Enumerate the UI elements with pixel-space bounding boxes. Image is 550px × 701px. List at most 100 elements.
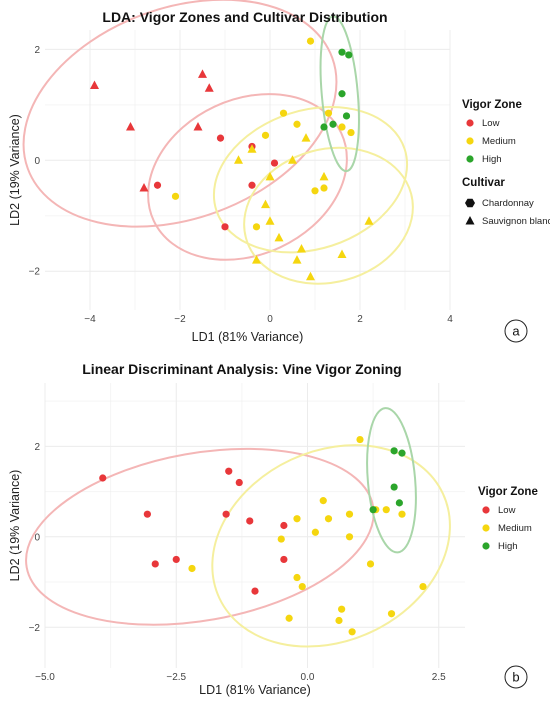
- y-axis-label: LD2 (19% Variance): [8, 470, 22, 582]
- panel-tag-label: a: [512, 324, 520, 339]
- y-tick-label: 2: [34, 45, 40, 56]
- data-point-high-circle: [329, 120, 337, 128]
- x-tick-label: 4: [447, 314, 453, 325]
- x-axis-label: LD1 (81% Variance): [192, 330, 304, 344]
- data-point-low-circle: [246, 517, 254, 525]
- data-point-medium-circle: [338, 123, 346, 131]
- data-point-medium-triangle: [265, 216, 275, 225]
- legend-label-cultivar: Chardonnay: [482, 198, 534, 209]
- legend-title: Cultivar: [462, 177, 505, 189]
- data-point-medium-circle: [311, 187, 319, 195]
- chart-title: Linear Discriminant Analysis: Vine Vigor…: [82, 361, 401, 377]
- data-point-medium-circle: [306, 37, 315, 45]
- data-point-medium-circle: [293, 573, 301, 582]
- data-point-medium-triangle: [337, 249, 347, 259]
- panel-tag-label: b: [512, 670, 519, 685]
- data-point-medium-triangle: [297, 244, 306, 253]
- data-point-medium-triangle: [265, 171, 275, 181]
- data-point-medium-circle: [345, 533, 354, 541]
- data-point-low-circle: [153, 181, 162, 189]
- data-point-high-circle: [390, 483, 398, 491]
- x-tick-label: 2.5: [432, 672, 446, 683]
- data-point-medium-circle: [348, 628, 356, 636]
- data-point-medium-circle: [252, 223, 261, 231]
- data-point-medium-circle: [324, 515, 333, 523]
- data-point-medium-circle: [293, 515, 301, 523]
- data-point-medium-circle: [277, 535, 285, 543]
- data-point-medium-triangle: [306, 271, 315, 281]
- y-tick-label: 0: [34, 156, 40, 167]
- data-point-medium-triangle: [301, 133, 311, 142]
- data-point-medium-triangle: [247, 144, 257, 153]
- data-point-high-circle: [338, 48, 346, 56]
- chart-title: LDA: Vigor Zones and Cultivar Distributi…: [102, 9, 387, 25]
- chart-panel-a: −4 −2 0 2 4 −2 0 2 LDA: Vigor Zones and Cultivar…: [8, 0, 550, 344]
- data-point-medium-circle: [387, 610, 396, 618]
- x-axis-label: LD1 (81% Variance): [199, 683, 311, 697]
- data-point-medium-circle: [382, 506, 390, 514]
- legend-swatch-high: [466, 155, 474, 163]
- data-point-low-circle: [280, 521, 288, 530]
- gridlines: [44, 383, 465, 668]
- x-tick-label: −2: [174, 314, 186, 325]
- legend-title: Vigor Zone: [462, 99, 522, 111]
- data-point-low-circle: [251, 587, 259, 595]
- legend-title: Vigor Zone: [478, 486, 538, 498]
- legend-shape-circle: [465, 198, 475, 208]
- data-point-medium-circle: [188, 564, 196, 573]
- data-point-medium-triangle: [274, 232, 284, 242]
- y-tick-label: −2: [29, 267, 41, 278]
- data-point-medium-circle: [171, 192, 180, 200]
- legend-swatch-medium: [482, 524, 490, 532]
- y-tick-label: −2: [29, 623, 41, 634]
- data-point-low-triangle: [90, 80, 99, 89]
- panel-tag-circle: [504, 319, 528, 343]
- data-point-low-circle: [216, 134, 225, 142]
- data-point-medium-circle: [319, 497, 327, 505]
- data-point-high-circle: [342, 112, 351, 120]
- confidence-ellipse-medium: [211, 444, 451, 648]
- data-point-low-circle: [235, 478, 243, 487]
- legend-swatch-high: [482, 542, 490, 550]
- y-tick-label: 2: [34, 442, 40, 453]
- data-point-low-circle: [172, 555, 180, 564]
- legend-label-low: Low: [482, 118, 500, 129]
- legend-label-medium: Medium: [482, 136, 516, 147]
- data-point-low-circle: [270, 159, 279, 167]
- data-point-medium-triangle: [234, 155, 243, 164]
- data-point-medium-circle: [366, 560, 375, 568]
- data-point-medium-circle: [320, 184, 328, 192]
- x-tick-label: −5.0: [35, 672, 55, 683]
- data-point-medium-circle: [398, 510, 406, 518]
- x-tick-label: 0: [267, 314, 273, 325]
- data-point-medium-circle: [285, 614, 293, 622]
- data-point-high-circle: [395, 499, 403, 507]
- data-point-medium-circle: [338, 605, 346, 613]
- legend-label-high: High: [498, 541, 518, 552]
- legend-label-cultivar: Sauvignon blanc: [482, 216, 550, 227]
- legend-label-medium: Medium: [498, 523, 532, 534]
- data-point-low-circle: [99, 474, 107, 482]
- data-point-medium-triangle: [292, 255, 302, 264]
- legend-swatch-medium: [466, 137, 474, 145]
- data-point-medium-triangle: [288, 155, 297, 164]
- legend-swatch-low: [482, 506, 490, 514]
- data-point-low-circle: [225, 467, 233, 475]
- confidence-ellipse-high: [319, 15, 360, 173]
- legend-label-low: Low: [498, 505, 516, 516]
- data-point-low-triangle: [193, 122, 203, 131]
- data-point-low-triangle: [204, 83, 214, 92]
- data-point-low-circle: [143, 510, 151, 518]
- data-point-high-circle: [390, 447, 398, 455]
- data-point-low-circle: [151, 560, 159, 568]
- legend-swatch-low: [466, 119, 474, 127]
- data-point-medium-circle: [324, 109, 333, 117]
- data-point-high-circle: [338, 90, 346, 98]
- data-point-high-circle: [398, 449, 406, 457]
- confidence-ellipse-low: [147, 93, 348, 261]
- data-point-medium-triangle: [252, 255, 261, 264]
- data-point-low-triangle: [126, 122, 135, 131]
- data-point-medium-circle: [345, 510, 354, 518]
- data-point-medium-circle: [419, 582, 427, 591]
